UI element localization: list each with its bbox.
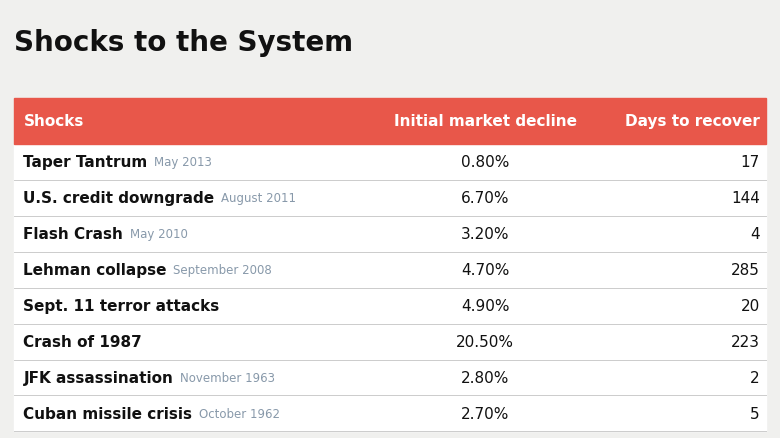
Bar <box>14 145 766 180</box>
Bar <box>14 360 766 396</box>
Text: Crash of 1987: Crash of 1987 <box>23 334 142 349</box>
Text: 2: 2 <box>750 370 760 385</box>
Text: Taper Tantrum: Taper Tantrum <box>23 155 147 170</box>
Text: Shocks to the System: Shocks to the System <box>14 28 353 57</box>
Text: 17: 17 <box>740 155 760 170</box>
Text: Days to recover: Days to recover <box>625 114 760 129</box>
Text: 2.80%: 2.80% <box>461 370 509 385</box>
Text: 20.50%: 20.50% <box>456 334 514 349</box>
Text: Lehman collapse: Lehman collapse <box>23 262 167 278</box>
Text: 3.20%: 3.20% <box>461 227 509 242</box>
Text: October 1962: October 1962 <box>199 407 280 420</box>
Text: Initial market decline: Initial market decline <box>394 114 576 129</box>
Text: 285: 285 <box>731 262 760 278</box>
Text: 4.70%: 4.70% <box>461 262 509 278</box>
Text: 4: 4 <box>750 227 760 242</box>
Bar <box>14 252 766 288</box>
Text: 0.80%: 0.80% <box>461 155 509 170</box>
Text: 4.90%: 4.90% <box>461 298 509 314</box>
Text: 5: 5 <box>750 406 760 421</box>
Bar <box>14 216 766 252</box>
Text: May 2010: May 2010 <box>129 228 187 240</box>
Text: September 2008: September 2008 <box>173 264 272 276</box>
Text: JFK assassination: JFK assassination <box>23 370 173 385</box>
Text: Flash Crash: Flash Crash <box>23 227 123 242</box>
Text: 2.70%: 2.70% <box>461 406 509 421</box>
Bar <box>14 180 766 216</box>
Text: U.S. credit downgrade: U.S. credit downgrade <box>23 191 215 206</box>
Text: November 1963: November 1963 <box>179 371 275 384</box>
Text: Shocks: Shocks <box>23 114 83 129</box>
Bar <box>14 288 766 324</box>
Bar <box>14 324 766 360</box>
Text: Sept. 11 terror attacks: Sept. 11 terror attacks <box>23 298 220 314</box>
Bar <box>14 99 766 145</box>
Text: Cuban missile crisis: Cuban missile crisis <box>23 406 193 421</box>
Text: May 2013: May 2013 <box>154 156 211 169</box>
Text: 6.70%: 6.70% <box>461 191 509 206</box>
Text: 223: 223 <box>731 334 760 349</box>
Bar <box>14 396 766 431</box>
Text: 144: 144 <box>731 191 760 206</box>
Text: 20: 20 <box>740 298 760 314</box>
Text: August 2011: August 2011 <box>221 192 296 205</box>
